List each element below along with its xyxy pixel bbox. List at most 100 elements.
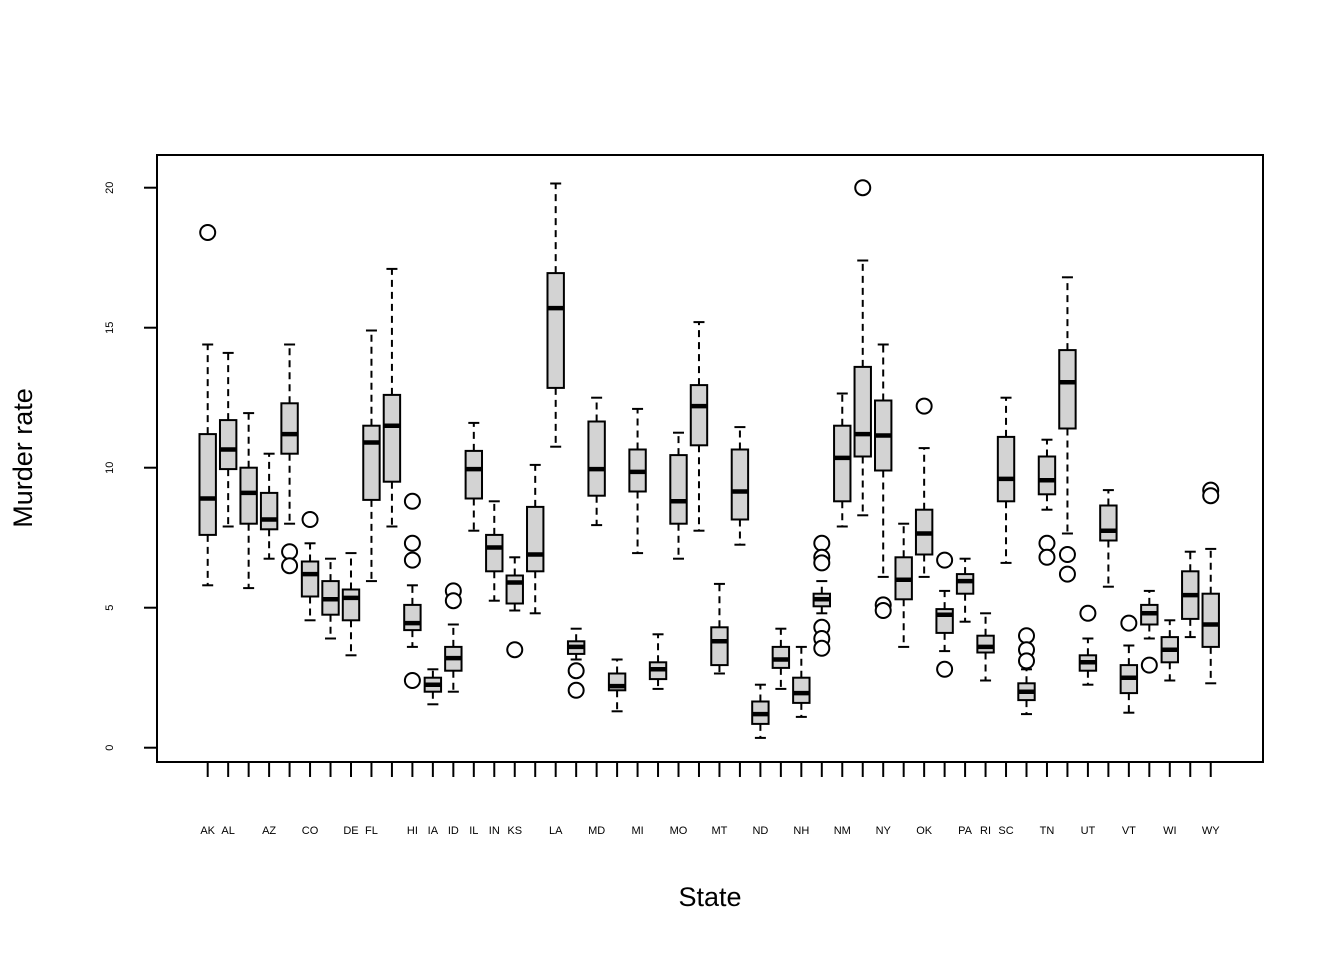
iqr-box-GA <box>382 393 402 483</box>
iqr-box-MT <box>710 626 729 667</box>
outlier-point-OK <box>915 397 933 415</box>
x-tick-label-KS: KS <box>507 825 522 837</box>
y-tick-label: 5 <box>104 605 116 611</box>
outlier-point-NJ <box>813 554 831 572</box>
x-tick-label-ND: ND <box>752 825 768 837</box>
y-tick-label: 15 <box>104 322 116 334</box>
x-tick-label-TN: TN <box>1040 825 1055 837</box>
y-tick-label: 20 <box>104 182 116 194</box>
outlier-point-WY <box>1202 487 1220 505</box>
x-tick-label-FL: FL <box>365 825 378 837</box>
iqr-box-NH <box>792 676 811 704</box>
iqr-box-FL <box>362 424 381 501</box>
outlier-point-TX <box>1058 546 1076 563</box>
x-tick-label-DE: DE <box>343 825 358 837</box>
x-tick-label-PA: PA <box>958 825 973 837</box>
iqr-box-PA <box>955 573 975 595</box>
iqr-box-IN <box>485 533 504 573</box>
x-tick-label-SC: SC <box>998 825 1013 837</box>
iqr-box-MO <box>669 454 688 525</box>
x-tick-label-NH: NH <box>793 825 809 837</box>
outlier-point-HI <box>403 672 421 689</box>
y-tick-label: 0 <box>104 745 116 751</box>
iqr-box-RI <box>976 634 995 654</box>
iqr-box-CO <box>300 560 320 598</box>
x-tick-label-MO: MO <box>670 825 688 837</box>
outlier-point-KS <box>506 641 524 659</box>
x-tick-label-CO: CO <box>302 825 319 837</box>
iqr-box-AZ <box>259 491 279 531</box>
outlier-point-CA <box>281 557 299 575</box>
outlier-point-WA <box>1140 656 1158 674</box>
x-axis-title: State <box>678 882 741 912</box>
x-tick-label-WY: WY <box>1202 825 1220 837</box>
outlier-point-HI <box>403 551 421 569</box>
iqr-box-DE <box>341 588 361 622</box>
iqr-box-IL <box>464 449 484 500</box>
x-tick-label-UT: UT <box>1081 825 1096 837</box>
x-tick-label-MI: MI <box>631 825 643 837</box>
outlier-point-NY <box>874 602 892 619</box>
x-tick-label-IA: IA <box>428 825 439 837</box>
outlier-point-HI <box>403 534 421 552</box>
x-tick-label-RI: RI <box>980 825 991 837</box>
outlier-point-TN <box>1038 548 1056 566</box>
x-tick-label-ID: ID <box>448 825 459 837</box>
iqr-box-NC <box>730 448 750 521</box>
plot-frame <box>156 154 1264 763</box>
iqr-box-NV <box>853 365 872 458</box>
outlier-point-MA <box>567 681 585 699</box>
iqr-box-NM <box>833 424 852 503</box>
outlier-point-CA <box>281 543 299 561</box>
x-tick-label-IN: IN <box>489 825 500 837</box>
x-tick-label-MD: MD <box>588 825 605 837</box>
y-tick-label: 10 <box>104 462 116 474</box>
outlier-point-NJ <box>813 639 831 657</box>
outlier-point-ID <box>444 592 462 610</box>
iqr-box-TX <box>1058 349 1077 430</box>
outlier-point-VT <box>1120 614 1138 632</box>
x-tick-label-OK: OK <box>916 825 933 837</box>
outlier-point-TN <box>1038 534 1056 552</box>
iqr-box-MD <box>587 420 606 497</box>
x-tick-label-AL: AL <box>221 825 234 837</box>
iqr-box-LA <box>546 272 565 389</box>
iqr-box-TN <box>1037 455 1057 496</box>
outlier-point-NJ <box>813 534 831 552</box>
outlier-point-CO <box>301 511 319 528</box>
iqr-box-MS <box>689 384 709 447</box>
iqr-box-VA <box>1099 504 1118 542</box>
x-tick-label-LA: LA <box>549 825 563 837</box>
outlier-point-OR <box>936 660 954 678</box>
x-tick-label-NM: NM <box>834 825 851 837</box>
x-tick-label-NY: NY <box>876 825 892 837</box>
x-tick-label-IL: IL <box>469 825 478 837</box>
outlier-point-SD <box>1018 627 1035 645</box>
outlier-point-MA <box>567 662 585 680</box>
iqr-box-HI <box>403 603 422 632</box>
outlier-point-TX <box>1058 565 1076 583</box>
x-tick-label-AZ: AZ <box>262 825 276 837</box>
iqr-box-WY <box>1201 592 1220 648</box>
x-tick-label-AK: AK <box>200 825 215 837</box>
outlier-point-AK <box>199 224 217 241</box>
outlier-point-HI <box>403 492 421 510</box>
x-tick-label-HI: HI <box>407 825 418 837</box>
outlier-point-SD <box>1018 652 1035 670</box>
outlier-point-UT <box>1079 604 1097 622</box>
x-tick-label-MT: MT <box>712 825 728 837</box>
outlier-point-OR <box>936 551 954 569</box>
iqr-box-AK <box>198 433 217 536</box>
outlier-point-NV <box>854 179 872 197</box>
iqr-box-AL <box>218 419 238 471</box>
y-axis-title: Murder rate <box>8 388 38 528</box>
iqr-box-CA <box>280 402 299 455</box>
iqr-box-SC <box>996 435 1016 503</box>
iqr-box-AR <box>239 466 258 525</box>
x-tick-label-WI: WI <box>1163 825 1176 837</box>
iqr-box-KY <box>526 505 545 573</box>
x-tick-label-VT: VT <box>1122 825 1136 837</box>
iqr-box-KS <box>505 574 524 605</box>
